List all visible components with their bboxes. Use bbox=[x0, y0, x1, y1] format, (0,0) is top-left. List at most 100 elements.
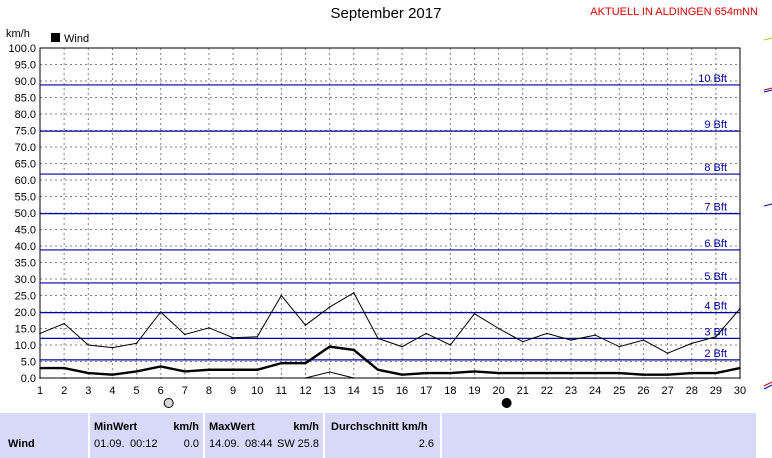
y-tick-label: 35.0 bbox=[15, 258, 36, 270]
summary-table: Wind MinWert km/h 01.09. 00:12 0.0 MaxWe… bbox=[0, 413, 772, 458]
data-point bbox=[184, 377, 186, 379]
data-point bbox=[232, 336, 234, 339]
y-tick-label: 20.0 bbox=[15, 307, 36, 319]
y-tick-label: 80.0 bbox=[15, 109, 36, 121]
data-point bbox=[401, 345, 403, 348]
data-point bbox=[39, 332, 41, 335]
y-tick-label: 95.0 bbox=[15, 60, 36, 72]
y-tick-label: 45.0 bbox=[15, 225, 36, 237]
data-point bbox=[425, 332, 428, 335]
x-tick-label: 8 bbox=[206, 385, 212, 397]
data-point bbox=[184, 333, 186, 336]
data-point bbox=[208, 368, 210, 371]
data-point bbox=[401, 373, 403, 376]
data-point bbox=[304, 377, 307, 379]
data-point bbox=[352, 377, 355, 379]
data-point bbox=[63, 322, 65, 325]
data-point bbox=[739, 377, 741, 379]
edge-mark bbox=[763, 37, 772, 41]
data-point bbox=[63, 367, 65, 369]
x-tick-label: 24 bbox=[589, 385, 601, 397]
y-tick-label: 0.0 bbox=[21, 373, 36, 385]
data-point bbox=[304, 324, 307, 327]
edge-mark bbox=[763, 87, 772, 91]
data-point bbox=[135, 377, 138, 379]
data-point bbox=[232, 368, 234, 371]
y-tick-label: 30.0 bbox=[15, 274, 36, 286]
data-point bbox=[521, 340, 524, 343]
series-line-thick bbox=[40, 345, 741, 376]
x-tick-label: 2 bbox=[61, 385, 67, 397]
max-cell: MaxWert km/h 14.09. 08:44 SW 25.8 bbox=[205, 413, 323, 458]
chart-title: September 2017 bbox=[330, 5, 442, 22]
data-point bbox=[87, 372, 90, 374]
y-tick-label: 85.0 bbox=[15, 93, 36, 105]
data-point bbox=[666, 377, 669, 379]
data-point bbox=[111, 373, 114, 376]
data-point bbox=[328, 345, 331, 348]
max-unit: km/h bbox=[293, 421, 319, 433]
y-tick-label: 5.0 bbox=[21, 357, 36, 369]
data-point bbox=[449, 372, 452, 374]
data-point bbox=[184, 370, 186, 373]
beaufort-label: 2 Bft bbox=[704, 348, 727, 360]
data-point bbox=[690, 377, 693, 379]
y-tick-label: 25.0 bbox=[15, 291, 36, 303]
data-point bbox=[497, 372, 500, 374]
data-point bbox=[377, 337, 379, 340]
max-value: 25.8 bbox=[297, 438, 319, 450]
data-point bbox=[473, 377, 476, 379]
data-point bbox=[449, 344, 452, 346]
x-tick-label: 20 bbox=[492, 385, 504, 397]
data-point bbox=[618, 372, 621, 374]
data-point bbox=[449, 377, 452, 379]
data-point bbox=[280, 377, 283, 379]
x-tick-label: 25 bbox=[613, 385, 625, 397]
data-point bbox=[87, 377, 90, 379]
beaufort-label: 10 Bft bbox=[698, 73, 727, 85]
y-tick-label: 55.0 bbox=[15, 192, 36, 204]
legend-label: Wind bbox=[64, 33, 89, 45]
data-point bbox=[690, 372, 693, 374]
summary-label-cell: Wind bbox=[0, 413, 88, 458]
y-tick-label: 40.0 bbox=[15, 241, 36, 253]
data-point bbox=[546, 372, 548, 374]
max-time: 08:44 bbox=[245, 438, 273, 450]
x-tick-label: 3 bbox=[85, 385, 91, 397]
avg-header: Durchschnitt km/h bbox=[331, 421, 428, 433]
y-tick-label: 75.0 bbox=[15, 126, 36, 138]
y-axis-unit: km/h bbox=[6, 28, 30, 40]
x-tick-label: 15 bbox=[372, 385, 384, 397]
data-point bbox=[497, 327, 500, 330]
min-cell: MinWert km/h 01.09. 00:12 0.0 bbox=[90, 413, 203, 458]
x-tick-label: 11 bbox=[276, 385, 287, 397]
data-point bbox=[135, 342, 138, 345]
x-tick-label: 12 bbox=[299, 385, 311, 397]
data-point bbox=[63, 377, 65, 379]
data-point bbox=[594, 334, 596, 336]
x-tick-label: 29 bbox=[710, 385, 722, 397]
data-point bbox=[715, 377, 717, 379]
legend-swatch bbox=[51, 33, 60, 42]
x-tick-label: 10 bbox=[251, 385, 263, 397]
x-tick-label: 21 bbox=[517, 385, 529, 397]
avg-value: 2.6 bbox=[418, 438, 434, 450]
data-point bbox=[666, 373, 669, 376]
data-point bbox=[642, 339, 645, 341]
data-point bbox=[401, 377, 403, 379]
x-tick-label: 14 bbox=[348, 385, 360, 397]
data-point bbox=[352, 292, 355, 294]
max-direction: SW bbox=[277, 438, 295, 450]
data-point bbox=[280, 294, 283, 297]
beaufort-label: 4 Bft bbox=[704, 301, 727, 313]
max-date: 14.09. bbox=[209, 438, 240, 450]
min-unit: km/h bbox=[173, 421, 199, 433]
y-tick-label: 70.0 bbox=[15, 142, 36, 154]
x-tick-label: 13 bbox=[324, 385, 336, 397]
data-point bbox=[570, 372, 572, 374]
data-point bbox=[425, 377, 428, 379]
data-point bbox=[159, 377, 162, 379]
data-point bbox=[425, 372, 428, 374]
beaufort-label: 5 Bft bbox=[704, 271, 727, 283]
edge-mark bbox=[763, 381, 772, 387]
